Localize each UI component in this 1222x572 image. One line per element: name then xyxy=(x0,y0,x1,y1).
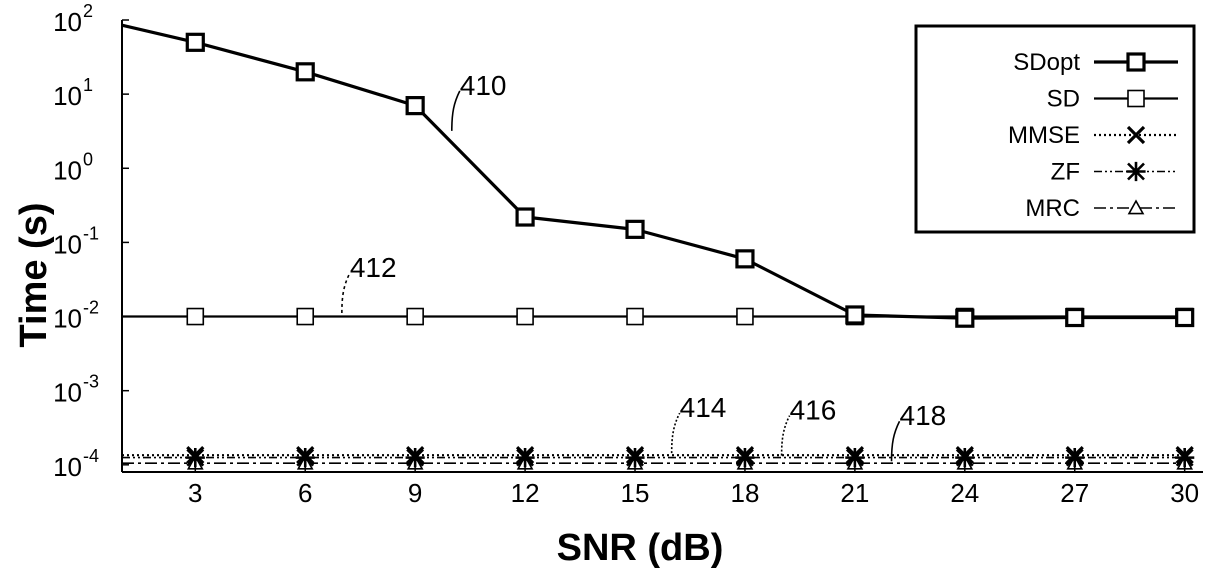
legend-label: SD xyxy=(1047,86,1080,113)
data-point-zf xyxy=(735,448,754,467)
x-tick-label: 18 xyxy=(730,478,759,508)
asterisk-marker-shape xyxy=(296,448,315,467)
y-tick-label: 10 xyxy=(53,229,82,259)
callout-label-410: 410 xyxy=(460,70,507,101)
data-point-sdopt xyxy=(187,34,203,50)
y-tick-exponent: -1 xyxy=(83,223,99,243)
asterisk-marker-shape xyxy=(955,448,974,467)
y-tick-label: 10 xyxy=(53,304,82,334)
asterisk-marker-shape xyxy=(1065,448,1084,467)
square-marker-shape xyxy=(1128,54,1144,70)
square-marker-shape xyxy=(517,309,533,325)
x-tick-label: 3 xyxy=(188,478,202,508)
y-tick-exponent: -4 xyxy=(83,446,99,466)
asterisk-marker-shape xyxy=(625,448,644,467)
legend-label: ZF xyxy=(1051,159,1080,186)
x-tick-label: 27 xyxy=(1060,478,1089,508)
data-point-sdopt xyxy=(957,310,973,326)
x-axis-title: SNR (dB) xyxy=(557,527,724,569)
square-marker-shape xyxy=(847,307,863,323)
data-point-zf xyxy=(625,448,644,467)
data-point-zf xyxy=(406,448,425,467)
data-point-zf xyxy=(186,448,205,467)
legend: SDopt SD MMSE ZF MRC xyxy=(916,26,1194,232)
square-marker-shape xyxy=(297,309,313,325)
callout-label-418: 418 xyxy=(900,400,947,431)
data-point-zf xyxy=(955,448,974,467)
data-point-zf xyxy=(1065,448,1084,467)
data-point-sdopt xyxy=(407,98,423,114)
y-axis-title: Time (s) xyxy=(13,202,55,347)
data-point-sdopt xyxy=(1067,310,1083,326)
callout-label-416: 416 xyxy=(790,395,837,426)
square-marker-shape xyxy=(1128,91,1144,107)
asterisk-marker-shape xyxy=(845,448,864,467)
data-point-sdopt xyxy=(297,64,313,80)
square-marker-shape xyxy=(1067,310,1083,326)
square-marker-shape xyxy=(187,309,203,325)
square-marker-shape xyxy=(407,98,423,114)
legend-swatch-marker xyxy=(1128,91,1144,107)
x-tick-label: 6 xyxy=(298,478,312,508)
square-marker-shape xyxy=(407,309,423,325)
data-point-zf xyxy=(296,448,315,467)
square-marker-shape xyxy=(627,221,643,237)
y-tick-label: 10 xyxy=(53,378,82,408)
square-marker-shape xyxy=(187,34,203,50)
x-tick-label: 21 xyxy=(840,478,869,508)
data-point-zf xyxy=(1175,448,1194,467)
y-tick-exponent: 2 xyxy=(83,1,93,21)
data-point-sd xyxy=(737,309,753,325)
x-tick-label: 24 xyxy=(950,478,979,508)
y-tick-exponent: -3 xyxy=(83,372,99,392)
data-point-sd xyxy=(517,309,533,325)
legend-label: MRC xyxy=(1025,195,1080,222)
square-marker-shape xyxy=(627,309,643,325)
legend-label: MMSE xyxy=(1008,122,1080,149)
legend-swatch-marker xyxy=(1126,162,1145,181)
y-tick-label: 10 xyxy=(53,7,82,37)
square-marker-shape xyxy=(1177,310,1193,326)
data-point-sdopt xyxy=(847,307,863,323)
square-marker-shape xyxy=(737,251,753,267)
asterisk-marker-shape xyxy=(1175,448,1194,467)
legend-label: SDopt xyxy=(1013,49,1080,76)
data-point-sd xyxy=(627,309,643,325)
data-point-sd xyxy=(407,309,423,325)
data-point-sdopt xyxy=(1177,310,1193,326)
y-tick-label: 10 xyxy=(53,155,82,185)
x-tick-label: 12 xyxy=(511,478,540,508)
asterisk-marker-shape xyxy=(1126,162,1145,181)
y-tick-label: 10 xyxy=(53,81,82,111)
asterisk-marker-shape xyxy=(406,448,425,467)
square-marker-shape xyxy=(517,209,533,225)
square-marker-shape xyxy=(297,64,313,80)
legend-swatch-marker xyxy=(1128,54,1144,70)
callout-label-412: 412 xyxy=(350,252,397,283)
x-tick-label: 9 xyxy=(408,478,422,508)
square-marker-shape xyxy=(737,309,753,325)
asterisk-marker-shape xyxy=(515,448,534,467)
y-tick-label: 10 xyxy=(53,452,82,482)
y-tick-exponent: 1 xyxy=(83,75,93,95)
callout-label-414: 414 xyxy=(680,392,727,423)
data-point-sd xyxy=(187,309,203,325)
data-point-sdopt xyxy=(517,209,533,225)
data-point-sdopt xyxy=(737,251,753,267)
square-marker-shape xyxy=(957,310,973,326)
y-tick-exponent: -2 xyxy=(83,298,99,318)
data-point-sdopt xyxy=(627,221,643,237)
x-tick-label: 30 xyxy=(1170,478,1199,508)
asterisk-marker-shape xyxy=(735,448,754,467)
data-point-zf xyxy=(845,448,864,467)
data-point-zf xyxy=(515,448,534,467)
data-point-sd xyxy=(297,309,313,325)
x-tick-label: 15 xyxy=(621,478,650,508)
asterisk-marker-shape xyxy=(186,448,205,467)
y-tick-exponent: 0 xyxy=(83,149,93,169)
